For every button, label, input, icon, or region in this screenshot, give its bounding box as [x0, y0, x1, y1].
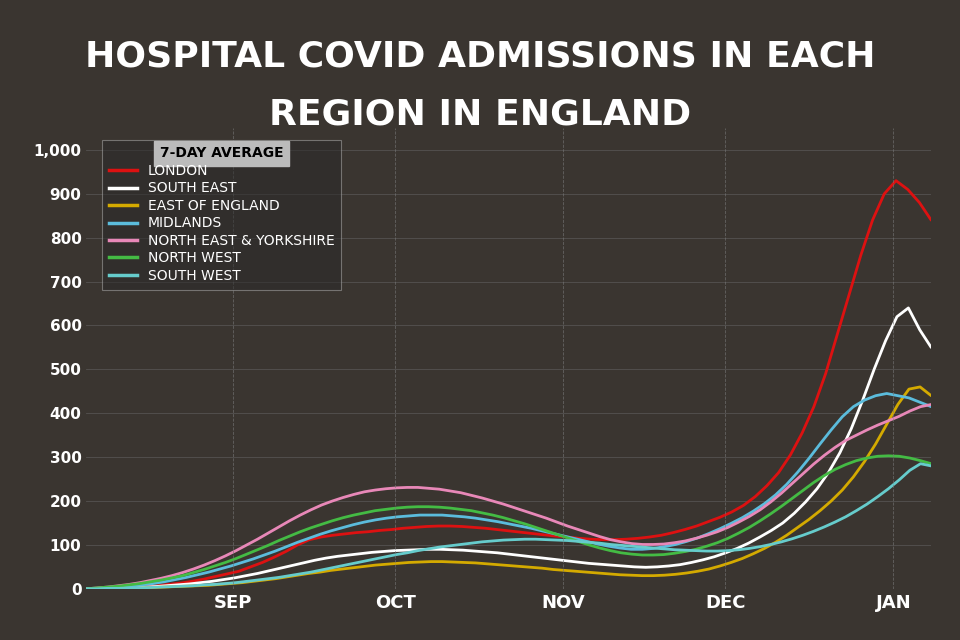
Text: REGION IN ENGLAND: REGION IN ENGLAND	[269, 98, 691, 132]
Text: HOSPITAL COVID ADMISSIONS IN EACH: HOSPITAL COVID ADMISSIONS IN EACH	[84, 39, 876, 73]
Legend: LONDON, SOUTH EAST, EAST OF ENGLAND, MIDLANDS, NORTH EAST & YORKSHIRE, NORTH WES: LONDON, SOUTH EAST, EAST OF ENGLAND, MID…	[102, 140, 342, 290]
